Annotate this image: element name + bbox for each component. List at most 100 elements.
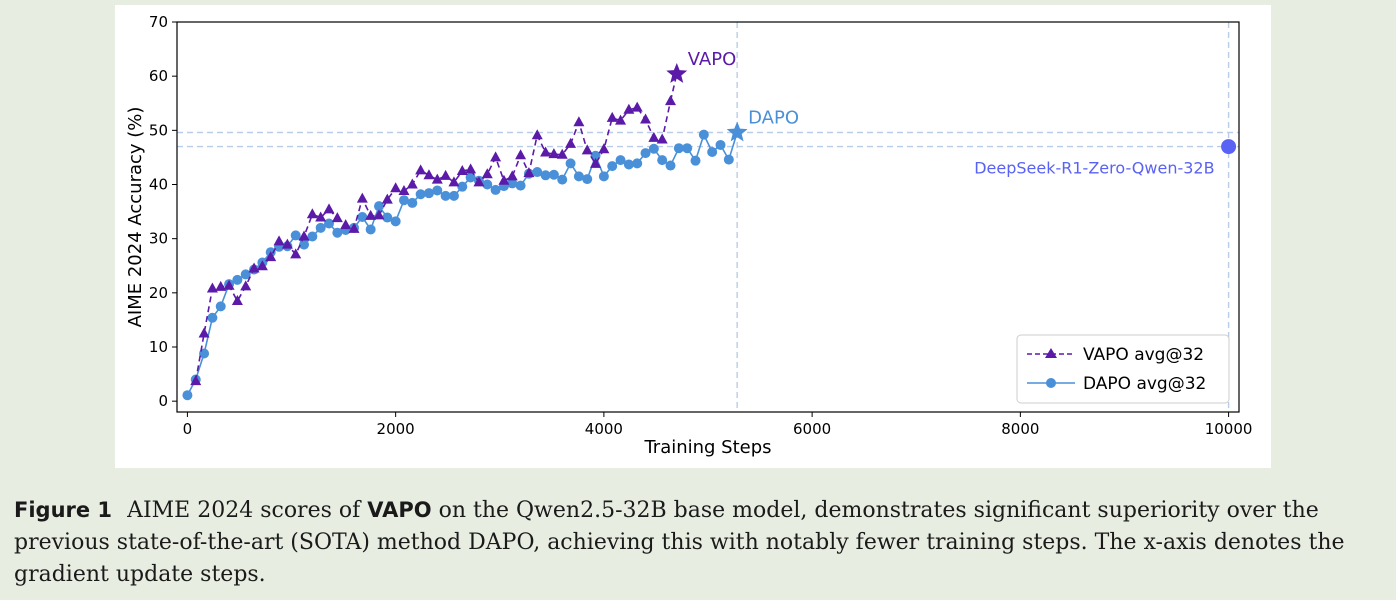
vapo-point-42 — [540, 146, 552, 157]
vapo-point-15 — [315, 211, 327, 222]
vapo-point-50 — [606, 111, 618, 122]
vapo-point-4 — [223, 279, 235, 290]
vapo-point-23 — [381, 193, 393, 204]
vapo-point-46 — [573, 116, 585, 127]
highlight-label-DAPO: DAPO — [748, 108, 799, 129]
vapo-point-12 — [290, 248, 302, 259]
dapo-point-53 — [623, 159, 634, 170]
dapo-point-56 — [648, 143, 659, 154]
x-axis-label: Training Steps — [643, 437, 771, 458]
highlight-star-DAPO — [726, 121, 748, 142]
axes-frame — [176, 21, 1240, 413]
legend-vapo-marker — [1045, 348, 1057, 358]
dapo-point-18 — [332, 227, 343, 238]
dapo-point-23 — [373, 201, 384, 212]
vapo-point-32 — [456, 164, 468, 175]
dapo-point-44 — [548, 169, 559, 180]
dapo-point-46 — [565, 158, 576, 169]
y-tick-label-3: 30 — [149, 230, 168, 248]
dapo-point-28 — [415, 189, 426, 200]
dapo-point-43 — [540, 170, 551, 181]
dapo-point-45 — [557, 174, 568, 185]
caption-bold-term: VAPO — [367, 498, 432, 522]
dapo-point-3 — [207, 312, 218, 323]
vapo-point-53 — [631, 101, 643, 112]
y-tick-label-2: 20 — [149, 284, 168, 302]
vapo-point-11 — [281, 238, 293, 249]
vapo-point-55 — [648, 131, 660, 142]
caption-text-after: on the Qwen2.5-32B base model, demonstra… — [14, 498, 1345, 587]
vapo-point-29 — [431, 173, 443, 184]
x-tick-label-3: 6000 — [793, 420, 831, 438]
vapo-point-13 — [298, 230, 310, 241]
vapo-point-45 — [565, 137, 577, 148]
vapo-point-30 — [440, 169, 452, 180]
dapo-point-22 — [365, 224, 376, 235]
vapo-point-2 — [206, 282, 218, 293]
vapo-point-56 — [656, 133, 668, 144]
vapo-point-35 — [481, 168, 493, 179]
vapo-point-33 — [465, 163, 477, 174]
vapo-point-51 — [615, 114, 627, 125]
legend: VAPO avg@32 DAPO avg@32 — [1016, 334, 1230, 404]
dapo-point-36 — [482, 179, 493, 190]
legend-frame — [1016, 334, 1230, 404]
vapo-point-25 — [398, 185, 410, 195]
dapo-point-21 — [357, 212, 368, 222]
dapo-point-59 — [673, 143, 684, 154]
y-tick-label-5: 50 — [149, 121, 168, 139]
vapo-point-1 — [198, 327, 210, 338]
legend-dapo-marker — [1046, 378, 1056, 388]
dapo-point-30 — [432, 185, 443, 196]
x-tick-label-0: 0 — [183, 420, 193, 438]
vapo-point-34 — [473, 176, 485, 187]
vapo-point-17 — [331, 212, 343, 223]
dapo-point-64 — [715, 139, 726, 150]
dapo-point-17 — [324, 218, 335, 229]
highlights: VAPO DAPO DeepSeek-R1-Zero-Qwen-32B — [666, 49, 1237, 178]
dapo-point-13 — [290, 230, 301, 241]
vapo-point-7 — [248, 262, 260, 273]
vapo-point-37 — [498, 174, 510, 185]
vapo-point-28 — [423, 169, 435, 180]
x-tick-label-1: 2000 — [377, 420, 415, 438]
y-tick-label-1: 10 — [149, 338, 168, 356]
dapo-point-33 — [457, 181, 468, 192]
vapo-point-43 — [548, 148, 560, 159]
figure-panel: 0 2000 4000 6000 8000 10000 0 10 20 30 40 50 60 70 VA… — [115, 5, 1271, 468]
dapo-point-4 — [215, 301, 226, 312]
vapo-point-22 — [373, 209, 385, 220]
vapo-point-27 — [415, 164, 427, 175]
vapo-point-48 — [590, 157, 602, 168]
dapo-point-7 — [240, 269, 251, 280]
vapo-point-5 — [231, 294, 243, 305]
dapo-point-26 — [398, 195, 409, 206]
accuracy-chart: 0 2000 4000 6000 8000 10000 0 10 20 30 40 50 60 70 VA… — [125, 13, 1252, 458]
dapo-point-32 — [448, 190, 459, 201]
vapo-point-54 — [640, 113, 652, 124]
vapo-point-6 — [240, 280, 252, 291]
vapo-point-14 — [306, 208, 318, 219]
dapo-point-58 — [665, 160, 676, 171]
vapo-point-3 — [215, 280, 227, 291]
vapo-point-41 — [531, 129, 543, 140]
dapo-point-51 — [607, 161, 618, 172]
vapo-point-52 — [623, 103, 635, 114]
vapo-point-19 — [348, 222, 360, 233]
dapo-point-31 — [440, 190, 451, 201]
dapo-point-50 — [598, 171, 609, 182]
dapo-point-55 — [640, 148, 651, 159]
y-tick-label-4: 40 — [149, 176, 168, 194]
vapo-point-9 — [265, 251, 277, 262]
vapo-point-26 — [406, 178, 418, 189]
vapo-point-8 — [256, 260, 268, 271]
dapo-point-34 — [465, 172, 476, 183]
dapo-point-25 — [390, 216, 401, 227]
dapo-point-37 — [490, 184, 501, 195]
dapo-point-54 — [632, 158, 643, 169]
dapo-point-29 — [423, 188, 434, 199]
vapo-point-16 — [323, 203, 335, 214]
vapo-point-31 — [448, 176, 460, 187]
vapo-point-38 — [506, 170, 518, 181]
vapo-point-39 — [515, 149, 527, 160]
